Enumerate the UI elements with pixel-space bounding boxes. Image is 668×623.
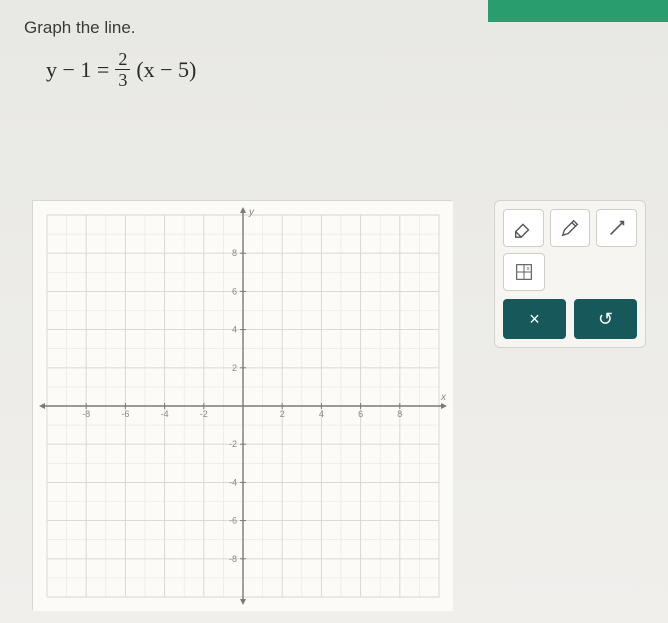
fraction-numerator: 2 (115, 50, 130, 70)
undo-button-label: ↺ (598, 309, 613, 330)
undo-button[interactable]: ↺ (574, 299, 637, 339)
drawing-toolbox: x × ↺ (494, 200, 646, 348)
pencil-tool-button[interactable] (550, 209, 591, 247)
clear-button-label: × (529, 309, 540, 330)
svg-text:x: x (527, 266, 530, 272)
equation-lhs: y − 1 = (46, 57, 109, 83)
svg-text:8: 8 (397, 409, 402, 419)
equation-rhs: (x − 5) (136, 57, 196, 83)
svg-text:2: 2 (232, 363, 237, 373)
svg-text:4: 4 (232, 325, 237, 335)
svg-text:-8: -8 (82, 409, 90, 419)
clear-button[interactable]: × (503, 299, 566, 339)
svg-text:-6: -6 (121, 409, 129, 419)
eraser-icon (512, 217, 534, 239)
graph-canvas[interactable]: -8 -6 -4 -2 2 4 6 8 8 6 4 2 -2 -4 -6 -8 x y (32, 200, 452, 610)
fraction-denominator: 3 (118, 70, 127, 89)
svg-text:2: 2 (280, 409, 285, 419)
grid-icon: x (513, 261, 535, 283)
svg-text:6: 6 (232, 286, 237, 296)
svg-text:-2: -2 (200, 409, 208, 419)
eraser-tool-button[interactable] (503, 209, 544, 247)
pencil-icon (559, 217, 581, 239)
equation-fraction: 2 3 (115, 50, 130, 89)
svg-text:4: 4 (319, 409, 324, 419)
svg-text:-4: -4 (161, 409, 169, 419)
grid-select-tool-button[interactable]: x (503, 253, 545, 291)
svg-text:-8: -8 (229, 554, 237, 564)
svg-text:8: 8 (232, 248, 237, 258)
line-tool-button[interactable] (596, 209, 637, 247)
svg-text:6: 6 (358, 409, 363, 419)
svg-text:-6: -6 (229, 516, 237, 526)
header-accent-bar (488, 0, 668, 22)
line-icon (606, 217, 628, 239)
svg-text:y: y (248, 207, 255, 218)
svg-text:-2: -2 (229, 439, 237, 449)
svg-text:x: x (440, 392, 447, 403)
equation: y − 1 = 2 3 (x − 5) (46, 50, 644, 89)
svg-text:-4: -4 (229, 477, 237, 487)
workspace: -8 -6 -4 -2 2 4 6 8 8 6 4 2 -2 -4 -6 -8 x y (32, 200, 452, 610)
